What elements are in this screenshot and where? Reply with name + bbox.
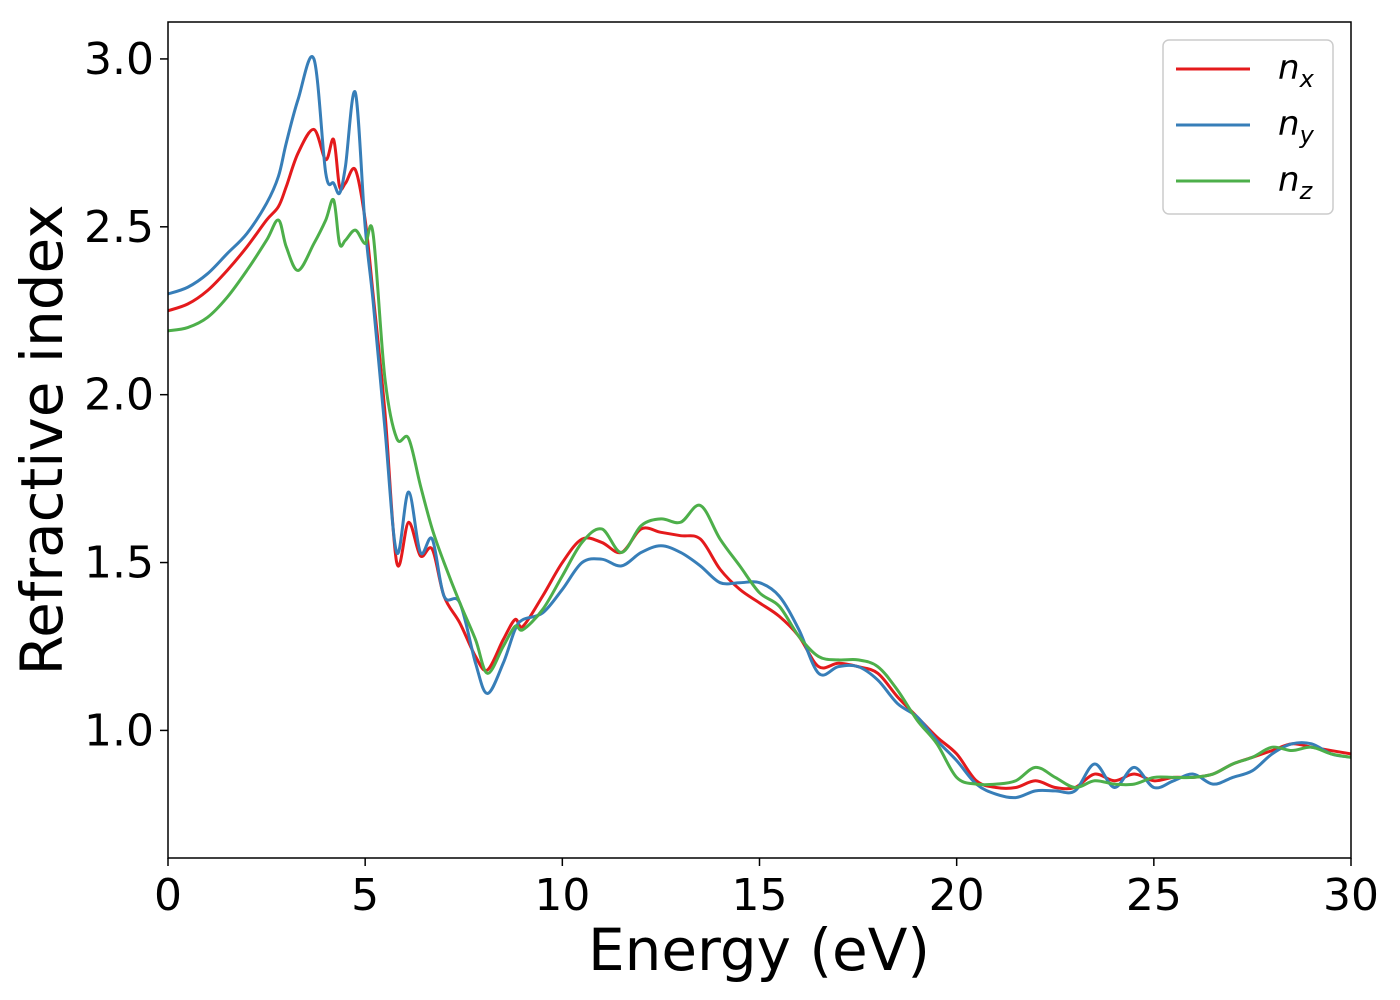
series-line-n-z — [168, 197, 1351, 789]
y-tick-label: 3.0 — [84, 34, 154, 85]
legend-label-n-x: nx — [1278, 48, 1315, 93]
series-line-n-x — [168, 127, 1351, 791]
y-tick-label: 1.5 — [84, 538, 154, 589]
x-tick-label: 20 — [929, 870, 985, 921]
series-line-n-y — [168, 55, 1351, 800]
y-axis-title: Refractive index — [8, 204, 76, 675]
y-tick-label: 2.0 — [84, 370, 154, 421]
x-tick-label: 0 — [154, 870, 182, 921]
x-tick-label: 15 — [732, 870, 788, 921]
x-axis: 0 5 10 15 20 25 30 — [154, 858, 1379, 921]
x-tick-label: 25 — [1126, 870, 1182, 921]
y-axis: 1.0 1.5 2.0 2.5 3.0 — [84, 34, 168, 756]
series-layer — [168, 55, 1351, 800]
legend-label-n-z: nz — [1278, 160, 1314, 205]
legend-label-n-y: ny — [1278, 104, 1315, 149]
y-tick-label: 1.0 — [84, 705, 154, 756]
x-tick-label: 10 — [534, 870, 590, 921]
legend-box — [1162, 39, 1334, 215]
y-tick-label: 2.5 — [84, 202, 154, 253]
x-tick-label: 30 — [1323, 870, 1379, 921]
x-tick-label: 5 — [351, 870, 379, 921]
x-axis-title: Energy (eV) — [588, 916, 930, 984]
legend: nx ny nz — [1162, 39, 1334, 215]
